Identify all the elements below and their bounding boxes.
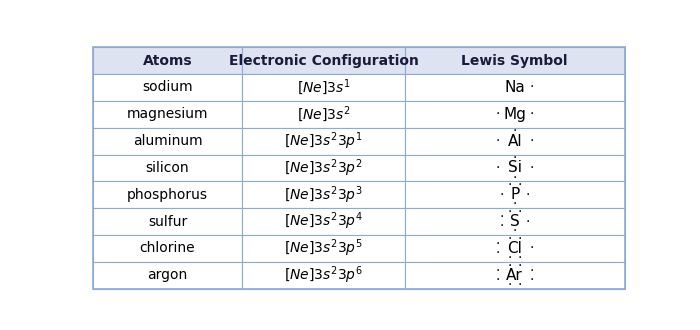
Text: $[Ne]3s^23p^2$: $[Ne]3s^23p^2$ (284, 157, 363, 179)
Text: sodium: sodium (142, 81, 193, 94)
Text: $[Ne]3s^23p^3$: $[Ne]3s^23p^3$ (284, 184, 363, 206)
Bar (93, 154, 242, 181)
Text: $[Ne]3s^23p^1$: $[Ne]3s^23p^1$ (284, 130, 363, 152)
Text: $[Ne]3s^2$: $[Ne]3s^2$ (297, 104, 350, 124)
Bar (405, 235, 624, 262)
Text: ·: · (530, 161, 534, 175)
Bar (242, 208, 405, 235)
Text: Atoms: Atoms (143, 54, 192, 68)
Text: Mg: Mg (503, 107, 526, 122)
Bar (242, 47, 405, 74)
Bar (242, 101, 405, 128)
Bar (405, 101, 624, 128)
Text: Cl: Cl (508, 241, 522, 256)
Text: ·: · (507, 251, 512, 265)
Text: ·: · (518, 278, 522, 292)
Bar (405, 128, 624, 154)
Text: ·: · (507, 178, 512, 192)
Text: magnesium: magnesium (127, 107, 209, 121)
Bar (93, 181, 242, 208)
Text: ·: · (512, 124, 517, 139)
Bar (242, 235, 405, 262)
Text: ·: · (507, 232, 512, 246)
Text: ·: · (526, 188, 530, 202)
Text: $[Ne]3s^23p^6$: $[Ne]3s^23p^6$ (284, 264, 363, 286)
Text: ·: · (495, 107, 500, 121)
Text: phosphorus: phosphorus (127, 188, 208, 202)
Text: ·: · (512, 151, 517, 165)
Bar (93, 262, 242, 289)
Text: ·: · (530, 134, 534, 148)
Text: ·: · (495, 273, 500, 287)
Text: S: S (510, 214, 519, 229)
Text: ·: · (530, 81, 534, 94)
Bar (242, 128, 405, 154)
Text: ·: · (512, 197, 517, 212)
Bar (93, 235, 242, 262)
Bar (93, 128, 242, 154)
Text: ·: · (512, 171, 517, 184)
Text: ·: · (495, 264, 500, 278)
Text: ·: · (530, 273, 534, 287)
Bar (93, 101, 242, 128)
Text: ·: · (512, 224, 517, 238)
Bar (405, 262, 624, 289)
Text: ·: · (495, 161, 500, 175)
Bar (405, 208, 624, 235)
Text: Na: Na (504, 80, 525, 95)
Bar (93, 208, 242, 235)
Text: ·: · (495, 237, 500, 251)
Text: $[Ne]3s^1$: $[Ne]3s^1$ (297, 78, 350, 97)
Text: ·: · (518, 205, 522, 219)
Text: Electronic Configuration: Electronic Configuration (228, 54, 419, 68)
Bar (242, 154, 405, 181)
Bar (405, 181, 624, 208)
Text: ·: · (500, 210, 504, 224)
Text: aluminum: aluminum (133, 134, 202, 148)
Text: ·: · (507, 205, 512, 219)
Text: silicon: silicon (146, 161, 189, 175)
Text: ·: · (530, 107, 534, 121)
Text: ·: · (507, 258, 512, 273)
Text: sulfur: sulfur (148, 214, 187, 229)
Text: ·: · (530, 241, 534, 255)
Text: ·: · (526, 214, 530, 229)
Text: ·: · (518, 258, 522, 273)
Text: ·: · (500, 219, 504, 233)
Text: ·: · (518, 251, 522, 265)
Text: ·: · (500, 188, 504, 202)
Bar (242, 181, 405, 208)
Text: argon: argon (148, 268, 188, 282)
Text: Si: Si (508, 160, 522, 176)
Text: ·: · (530, 264, 534, 278)
Bar (405, 154, 624, 181)
Bar (405, 74, 624, 101)
Text: $[Ne]3s^23p^5$: $[Ne]3s^23p^5$ (284, 238, 363, 259)
Bar (242, 74, 405, 101)
Text: ·: · (495, 246, 500, 260)
Text: chlorine: chlorine (140, 241, 195, 255)
Text: $[Ne]3s^23p^4$: $[Ne]3s^23p^4$ (284, 211, 363, 232)
Text: P: P (510, 187, 519, 202)
Text: ·: · (518, 232, 522, 246)
Text: Al: Al (508, 134, 522, 148)
Bar (405, 47, 624, 74)
Text: ·: · (518, 178, 522, 192)
Bar (242, 262, 405, 289)
Text: ·: · (507, 278, 512, 292)
Bar (93, 74, 242, 101)
Text: ·: · (495, 134, 500, 148)
Text: Ar: Ar (506, 268, 523, 283)
Bar (93, 47, 242, 74)
Text: Lewis Symbol: Lewis Symbol (461, 54, 568, 68)
